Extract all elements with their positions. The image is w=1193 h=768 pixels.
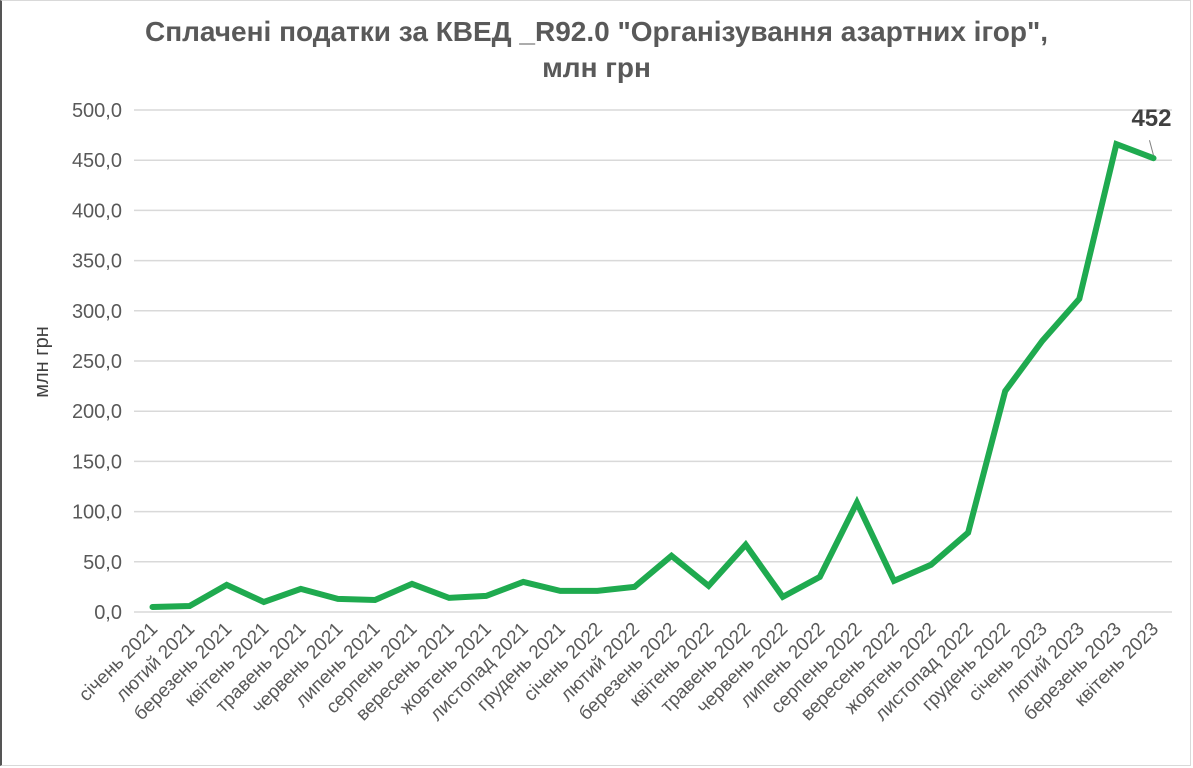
y-tick-label: 200,0 — [72, 401, 122, 423]
chart-title: Сплачені податки за КВЕД _R92.0 "Організ… — [144, 16, 1048, 47]
data-label-last: 452 — [1131, 105, 1171, 132]
y-tick-label: 450,0 — [72, 150, 122, 172]
y-tick-label: 400,0 — [72, 200, 122, 222]
y-tick-label: 350,0 — [72, 251, 122, 273]
gridlines — [134, 109, 1172, 613]
y-tick-label: 0,0 — [94, 602, 122, 624]
data-label-leader — [1148, 140, 1154, 156]
y-axis-label: млн грн — [31, 326, 53, 397]
chart-title-units: млн грн — [542, 52, 651, 83]
y-tick-label: 50,0 — [83, 552, 122, 574]
y-tick-label: 500,0 — [72, 100, 122, 122]
y-tick-label: 300,0 — [72, 301, 122, 323]
y-tick-label: 250,0 — [72, 351, 122, 373]
y-axis-ticks: 0,0 50,0 100,0 150,0 200,0 250,0 300,0 350,0 400… — [72, 100, 122, 624]
data-line — [149, 140, 1157, 610]
y-tick-label: 100,0 — [72, 502, 122, 524]
y-tick-label: 150,0 — [72, 451, 122, 473]
